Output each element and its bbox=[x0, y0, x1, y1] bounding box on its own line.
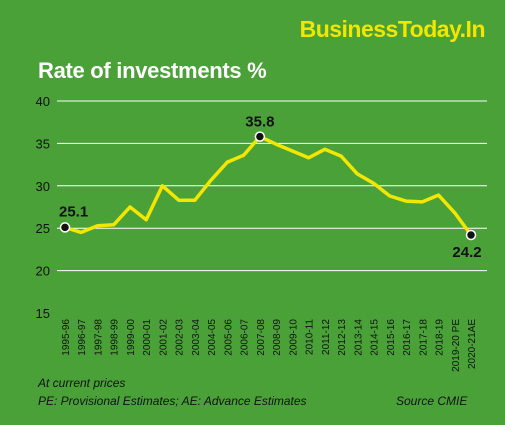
x-tick-label: 2006-07 bbox=[240, 319, 251, 356]
x-tick-label: 2015-16 bbox=[386, 319, 397, 356]
y-tick-labels: 15 20 25 30 35 40 bbox=[36, 94, 50, 321]
y-tick-label: 30 bbox=[36, 179, 50, 194]
x-tick-label: 2009-10 bbox=[288, 319, 299, 356]
x-tick-label: 2012-13 bbox=[337, 319, 348, 356]
data-point-marker bbox=[465, 229, 477, 241]
annotation-markers: 25.1 35.8 24.2 bbox=[59, 114, 482, 261]
data-label: 25.1 bbox=[59, 203, 88, 220]
x-tick-label: 2020-21AE bbox=[467, 319, 478, 369]
series-line-layer bbox=[63, 134, 473, 237]
x-tick-label: 1995-96 bbox=[61, 319, 72, 356]
x-tick-label: 2007-08 bbox=[256, 319, 267, 356]
grid-lines bbox=[57, 100, 487, 272]
x-tick-label: 2013-14 bbox=[353, 319, 364, 356]
y-tick-label: 20 bbox=[36, 264, 50, 279]
x-tick-label: 2014-15 bbox=[370, 319, 381, 356]
x-tick-label: 2018-19 bbox=[435, 319, 446, 356]
data-point-marker bbox=[254, 131, 266, 142]
data-label: 24.2 bbox=[452, 244, 481, 261]
note-prices: At current prices bbox=[38, 376, 126, 390]
brand-logo: BusinessToday.In bbox=[299, 16, 486, 42]
x-tick-label: 2008-09 bbox=[272, 319, 283, 356]
x-tick-label: 2002-03 bbox=[175, 319, 186, 356]
x-tick-labels: 1995-96 1996-97 1997-98 1998-99 1999-00 2000-… bbox=[61, 319, 478, 372]
x-tick-label: 2016-17 bbox=[402, 319, 413, 356]
data-point-marker bbox=[59, 222, 71, 233]
x-tick-label: 2017-18 bbox=[418, 319, 429, 356]
y-tick-label: 35 bbox=[36, 136, 50, 151]
x-tick-label: 2011-12 bbox=[321, 319, 332, 355]
x-tick-label: 1999-00 bbox=[126, 319, 137, 356]
x-tick-label: 1998-99 bbox=[110, 319, 121, 356]
x-tick-label: 1996-97 bbox=[77, 319, 88, 356]
x-tick-label: 2019-20 PE bbox=[451, 319, 462, 372]
note-abbreviations: PE: Provisional Estimates; AE: Advance E… bbox=[38, 394, 307, 408]
source-note: Source CMIE bbox=[396, 394, 468, 408]
y-tick-label: 25 bbox=[36, 221, 50, 236]
x-tick-label: 2005-06 bbox=[223, 319, 234, 356]
x-tick-label: 2001-02 bbox=[158, 319, 169, 356]
x-tick-label: 2004-05 bbox=[207, 319, 218, 356]
y-tick-label: 40 bbox=[36, 94, 50, 109]
chart-title: Rate of investments % bbox=[38, 58, 267, 83]
x-tick-label: 2000-01 bbox=[142, 319, 153, 356]
x-tick-label: 2010-11 bbox=[305, 319, 316, 355]
x-tick-label: 1997-98 bbox=[93, 319, 104, 356]
data-label: 35.8 bbox=[245, 114, 274, 131]
y-tick-label: 15 bbox=[36, 306, 50, 321]
x-tick-label: 2003-04 bbox=[191, 319, 202, 356]
series-line bbox=[63, 134, 473, 237]
